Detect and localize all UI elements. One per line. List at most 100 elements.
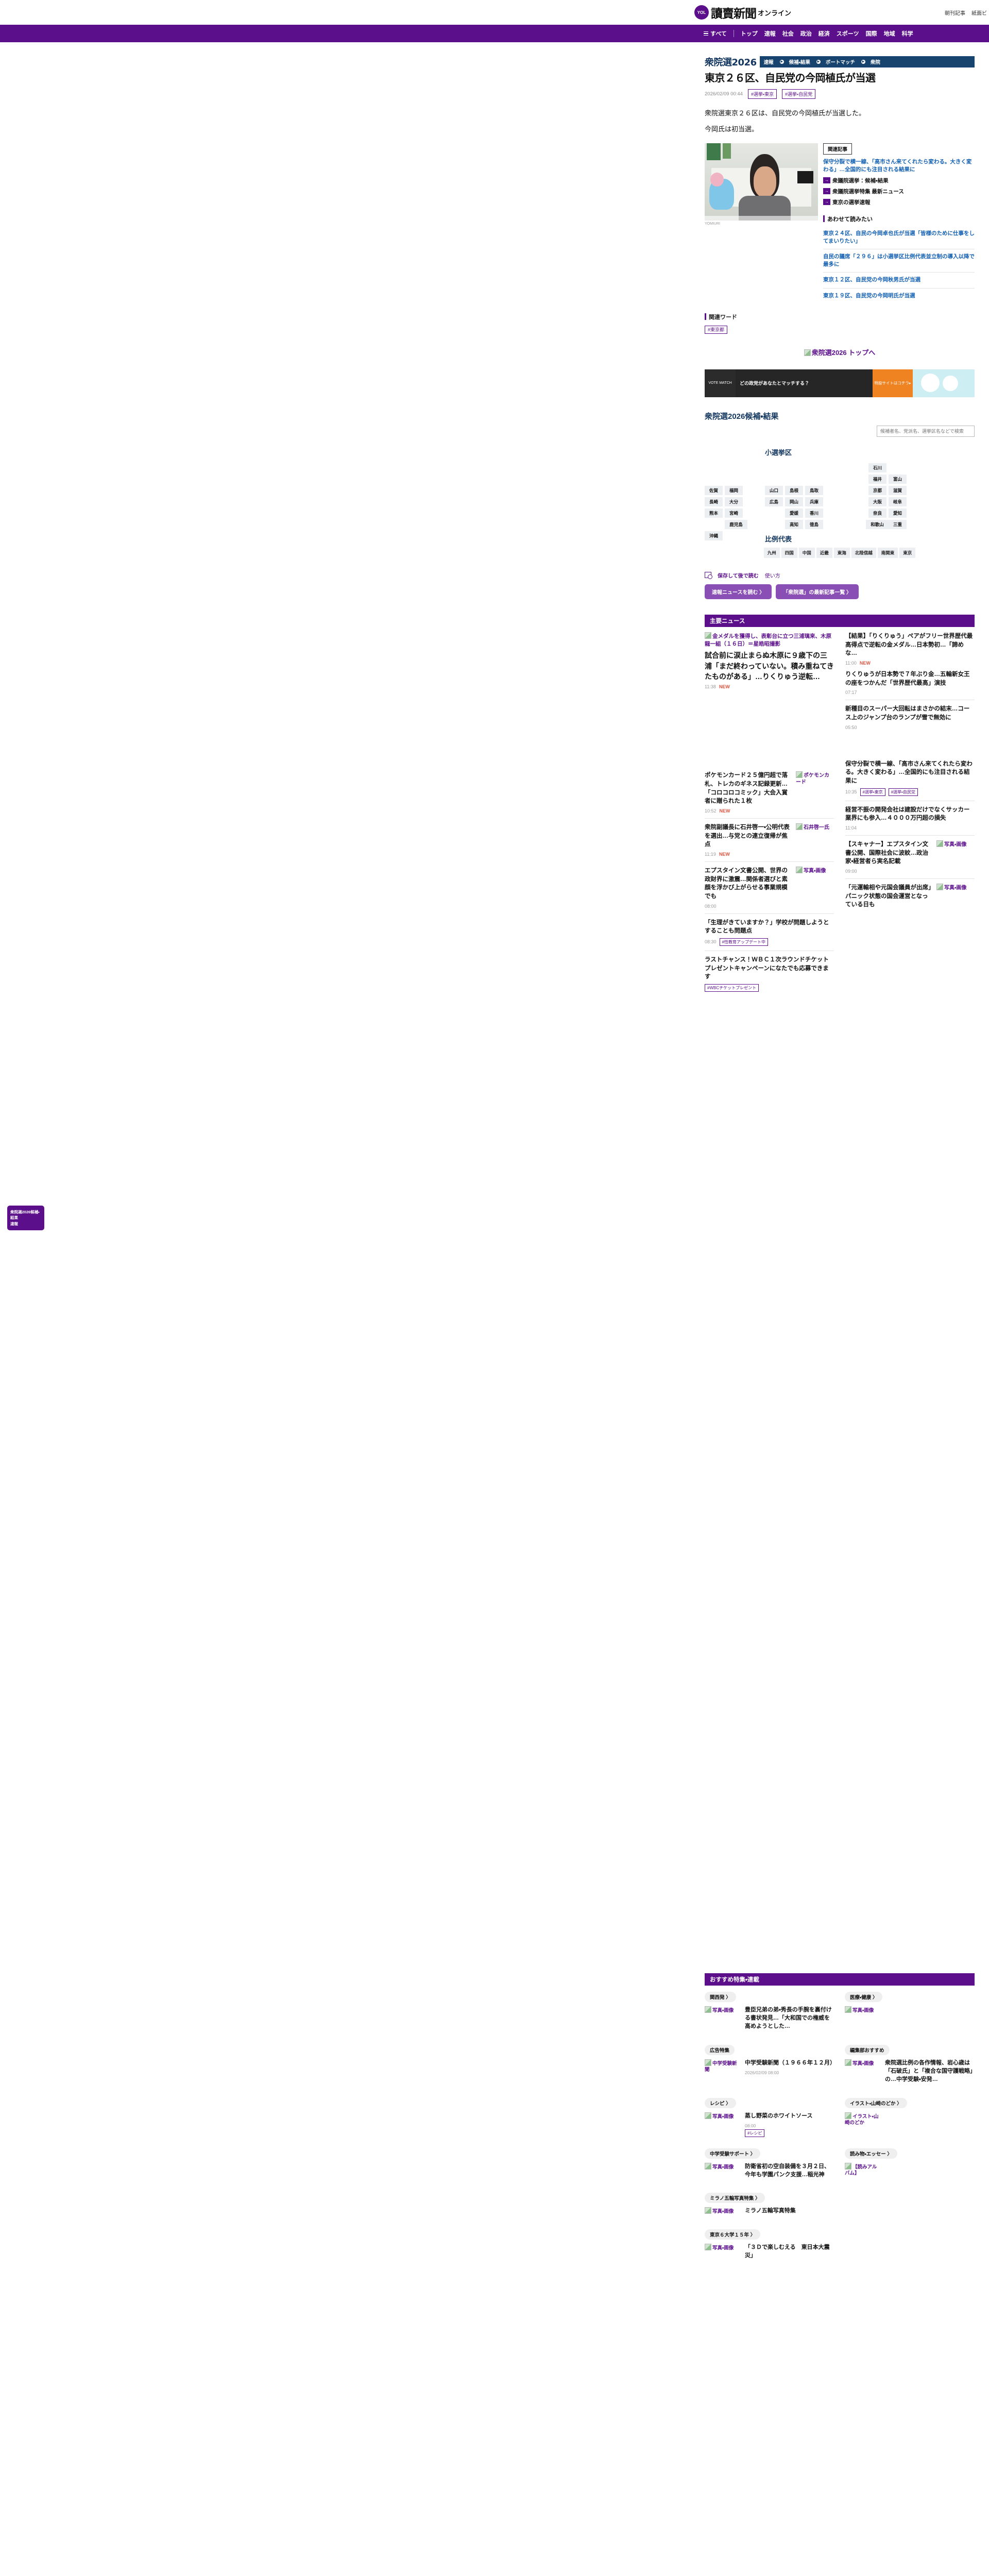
- prefecture-18[interactable]: 宮崎: [725, 508, 743, 518]
- nav-item-international[interactable]: 国際: [865, 31, 877, 37]
- feature-category-pill[interactable]: イラスト・山崎のどか 〉: [845, 2097, 907, 2108]
- news-row-title[interactable]: りくりゅうが日本勢で７年ぶり金…五輪新女王の座をつかんだ「世界歴代最高」演技: [845, 671, 970, 686]
- feature-category-pill[interactable]: 関西発 〉: [705, 1992, 736, 2002]
- prefecture-4[interactable]: 福岡: [725, 485, 743, 495]
- news-row-title[interactable]: ポケモンカード２５億円超で落札、トレカのギネス記録更新…「コロコロコミック」大会…: [705, 772, 788, 805]
- floating-election-chip[interactable]: 衆院選2026候補・結果 速報: [7, 1206, 44, 1230]
- article-tag-1[interactable]: #選挙・自民党: [782, 89, 816, 99]
- prefecture-27[interactable]: 三重: [889, 519, 907, 529]
- region-5[interactable]: 北陸信越: [851, 547, 876, 558]
- also-read-item[interactable]: 自民の議席「２９６」は小選挙区比例代表並立制の導入以降で最多に: [823, 248, 975, 272]
- feature-category-pill[interactable]: 中学受験サポート 〉: [705, 2148, 761, 2159]
- masthead-link-0[interactable]: 朝刊記事: [945, 10, 965, 16]
- feature-title[interactable]: 「３Ｄで楽しむえる 東日本大震災」: [745, 2244, 830, 2259]
- prefecture-16[interactable]: 岐阜: [889, 497, 907, 506]
- news-row-title[interactable]: 経営不振の開発会社は建設だけでなくサッカー業界にも参入…４０００万円超の損失: [845, 806, 970, 822]
- region-3[interactable]: 近畿: [816, 547, 832, 558]
- prefecture-21[interactable]: 奈良: [868, 508, 886, 518]
- feature-item[interactable]: 写真・画像: [845, 2006, 975, 2019]
- bookmark-add-icon[interactable]: [705, 572, 712, 580]
- nav-item-society[interactable]: 社会: [782, 31, 794, 37]
- news-row[interactable]: ラストチャンス！ＷＢＣ１次ラウンドチケットプレゼントキャンペーンになたでも応募で…: [705, 950, 834, 996]
- save-later-label[interactable]: 保存して後で読む: [718, 573, 759, 579]
- feature-category-pill[interactable]: 広告特集: [705, 2044, 735, 2055]
- news-row[interactable]: エプスタイン文書公開、世界の政財界に激震…関係者選びと素顔を浮かび上がらせる事業…: [705, 861, 834, 913]
- prefecture-5[interactable]: 山口: [765, 485, 783, 495]
- news-row-title[interactable]: 【スキャナー】エプスタイン文書公開、国際社会に波紋…政治家・経営者ら実名記載: [845, 841, 928, 865]
- prefecture-12[interactable]: 広島: [765, 497, 783, 506]
- feature-category-pill[interactable]: 編集部おすすめ: [845, 2044, 890, 2055]
- prefecture-13[interactable]: 岡山: [785, 497, 803, 506]
- feature-item[interactable]: 写真・画像 「３Ｄで楽しむえる 東日本大震災」: [705, 2244, 834, 2268]
- region-7[interactable]: 東京: [899, 547, 916, 558]
- prefecture-14[interactable]: 兵庫: [805, 497, 823, 506]
- feature-tag[interactable]: #レシピ: [745, 2129, 765, 2137]
- feature-item[interactable]: 写真・画像 蒸し野菜のホワイトソース 08:00 #レシピ: [705, 2112, 834, 2142]
- feature-title[interactable]: ミラノ五輪写真特集: [745, 2208, 796, 2214]
- feature-title[interactable]: 中学受験新聞（１９６６年１２月）: [745, 2059, 835, 2066]
- nav-item-politics[interactable]: 政治: [800, 31, 812, 37]
- yol-logo-badge[interactable]: YOL: [694, 5, 709, 20]
- news-row-tag[interactable]: #選挙・自民党: [888, 788, 918, 796]
- masthead-link-1[interactable]: 紙面ビ: [971, 10, 987, 16]
- prefecture-20[interactable]: 香川: [805, 508, 823, 518]
- prefecture-7[interactable]: 鳥取: [805, 485, 823, 495]
- prefecture-24[interactable]: 高知: [785, 519, 803, 529]
- site-logo[interactable]: 讀賣新聞: [711, 7, 757, 21]
- also-read-item[interactable]: 東京１２区、自民党の今岡秋男氏が当選: [823, 272, 975, 287]
- prefecture-10[interactable]: 長崎: [705, 497, 723, 506]
- arrow-link-1[interactable]: → 衆議院選挙特集 最新ニュース: [823, 188, 975, 195]
- menu-all-button[interactable]: すべて: [704, 29, 727, 38]
- news-row[interactable]: 経営不振の開発会社は建設だけでなくサッカー業界にも参入…４０００万円超の損失 11…: [845, 800, 975, 835]
- news-row-title[interactable]: ラストチャンス！ＷＢＣ１次ラウンドチケットプレゼントキャンペーンになたでも応募で…: [705, 956, 829, 980]
- feature-title[interactable]: 豊臣兄弟の弟・秀長の手腕を裏付ける書状発見…「大和国での権威を高めようとした…: [745, 2007, 832, 2029]
- nav-item-top[interactable]: トップ: [740, 31, 758, 37]
- region-1[interactable]: 四国: [781, 547, 797, 558]
- howto-link[interactable]: 使い方: [764, 573, 780, 579]
- feature-title[interactable]: 衆院選比例の各作情報、岩心歳は「石破氏」と「複合な国守護戦略」の…中学受験・安発…: [885, 2059, 973, 2082]
- news-row[interactable]: ポケモンカード２５億円超で落札、トレカのギネス記録更新…「コロコロコミック」大会…: [705, 767, 834, 818]
- prefecture-17[interactable]: 熊本: [705, 508, 723, 518]
- feature-item[interactable]: 中学受験新聞 中学受験新聞（１９６６年１２月） 2026/02/09 08:00: [705, 2059, 835, 2080]
- news-row-tag[interactable]: #性教育アップデート中: [719, 938, 768, 946]
- election-tab-3[interactable]: 衆院: [870, 60, 880, 65]
- news-row[interactable]: 衆院副議長に石井啓一・公明代表を選出…与党との連立復帰が焦点 11:19 NEW 石井…: [705, 818, 834, 861]
- nav-item-sports[interactable]: スポーツ: [836, 31, 859, 37]
- related-lead-link[interactable]: 保守分裂で横一線、「高市さん来てくれたら変わる。大きく変わる」…全国的にも注目さ…: [823, 158, 972, 173]
- prefecture-3[interactable]: 佐賀: [705, 485, 723, 495]
- results-search[interactable]: [705, 425, 975, 437]
- news-row[interactable]: りくりゅうが日本勢で７年ぶり金…五輪新女王の座をつかんだ「世界歴代最高」演技 07…: [845, 666, 975, 700]
- latest-election-articles-button[interactable]: 「衆院選」の最新記事一覧 〉: [776, 584, 859, 599]
- prefecture-26[interactable]: 和歌山: [866, 519, 889, 529]
- news-row-title[interactable]: 保守分裂で横一線、「高市さん来てくれたら変わる。大きく変わる」…全国的にも注目さ…: [845, 760, 973, 784]
- news-row-title[interactable]: 「生理がきていますか？」学校が問題しようとすることも問題点: [705, 919, 829, 935]
- feature-item[interactable]: 【読みアルバム】: [845, 2162, 975, 2182]
- news-row[interactable]: 「元運輸相や元国会議員が出席」パニック状態の国会運営となっている日も 写真・画像: [845, 878, 975, 917]
- news-row[interactable]: 新種目のスーパー大回転はまさかの結末…コース上のジャンプ台のランプが雪で無効に 0…: [845, 700, 975, 734]
- prefecture-6[interactable]: 島根: [785, 485, 803, 495]
- region-6[interactable]: 南関東: [877, 547, 898, 558]
- feature-title[interactable]: 蒸し野菜のホワイトソース: [745, 2112, 813, 2119]
- feature-category-pill[interactable]: 東京６大学１５年 〉: [705, 2229, 761, 2240]
- nav-item-regional[interactable]: 地域: [883, 31, 895, 37]
- article-tag-0[interactable]: #選挙・東京: [747, 89, 777, 99]
- right-lead-title[interactable]: 【結果】「りくりゅう」ペアがフリー世界歴代最高得点で逆転の金メダル…日本勢初…「…: [845, 633, 973, 657]
- prefecture-15[interactable]: 大阪: [868, 497, 886, 506]
- prefecture-22[interactable]: 愛知: [889, 508, 907, 518]
- lead-article-title[interactable]: 試合前に涙止まらぬ木原に９歳下の三浦「まだ終わっていない。積み重ねてきたものがあ…: [705, 651, 834, 681]
- prefecture-19[interactable]: 愛媛: [785, 508, 803, 518]
- prefecture-1[interactable]: 福井: [868, 474, 886, 484]
- ad-cta[interactable]: 特設サイトはコチラ▸: [873, 369, 913, 397]
- news-row[interactable]: 「生理がきていますか？」学校が問題しようとすることも問題点 08:30 #性教育アッ…: [705, 913, 834, 951]
- nav-item-science[interactable]: 科学: [901, 31, 913, 37]
- arrow-link-2[interactable]: → 東京の選挙速報: [823, 199, 975, 206]
- news-row-title[interactable]: 「元運輸相や元国会議員が出席」パニック状態の国会運営となっている日も: [845, 884, 931, 908]
- prefecture-11[interactable]: 大分: [725, 497, 743, 506]
- ad-banner[interactable]: VOTE MATCH どの政党があなたとマッチする？ 特設サイトはコチラ▸: [705, 369, 975, 397]
- also-read-item[interactable]: 東京２４区、自民の今岡卓也氏が当選「皆様のために仕事をしてまいりたい」: [823, 230, 975, 244]
- read-breaking-button[interactable]: 速報ニュースを読む 〉: [705, 584, 772, 599]
- news-row[interactable]: 【スキャナー】エプスタイン文書公開、国際社会に波紋…政治家・経営者ら実名記載 09…: [845, 835, 975, 878]
- feature-category-pill[interactable]: 医療・健康 〉: [845, 1992, 883, 2002]
- feature-item[interactable]: 写真・画像 豊臣兄弟の弟・秀長の手腕を裏付ける書状発見…「大和国での権威を高めよう…: [705, 2006, 834, 2039]
- news-row-title[interactable]: 衆院副議長に石井啓一・公明代表を選出…与党との連立復帰が焦点: [705, 824, 790, 848]
